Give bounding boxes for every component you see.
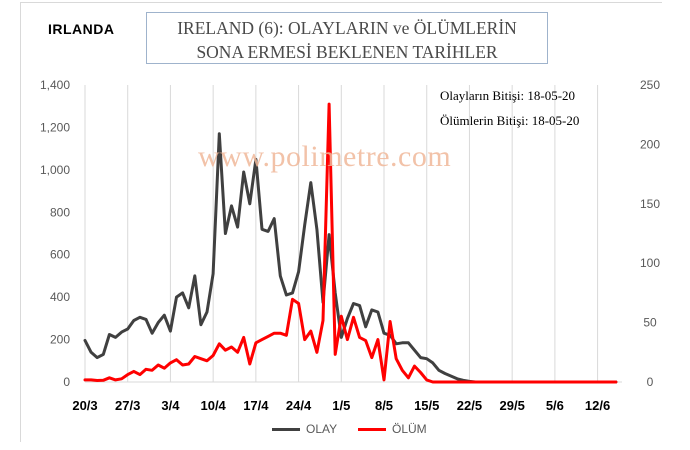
- country-label: IRLANDA: [48, 21, 115, 37]
- x-tick-label: 22/5: [457, 398, 482, 413]
- chart-title-line-1: IRELAND (6): OLAYLARIN ve ÖLÜMLERİN: [177, 18, 517, 38]
- x-tick-label: 3/4: [161, 398, 180, 413]
- chart-title-line-2: SONA ERMESİ BEKLENEN TARİHLER: [196, 42, 498, 62]
- y-left-tick-label: 1,400: [40, 78, 70, 92]
- legend-swatch-deaths: [358, 427, 386, 431]
- cases-end-note: Olayların Bitişi: 18-05-20: [440, 88, 576, 103]
- legend-swatch-cases: [272, 427, 300, 431]
- y-right-tick-label: 250: [640, 78, 660, 92]
- y-right-tick-label: 0: [647, 375, 654, 389]
- chart-title: IRELAND (6): OLAYLARIN ve ÖLÜMLERİN SONA…: [146, 12, 548, 64]
- x-tick-label: 5/6: [546, 398, 564, 413]
- x-tick-label: 15/5: [414, 398, 439, 413]
- y-left-tick-label: 800: [50, 205, 70, 219]
- series-line-deaths: [83, 102, 618, 384]
- legend-label-deaths: ÖLÜM: [392, 422, 427, 436]
- y-left-tick-label: 200: [50, 333, 70, 347]
- y-right-tick-label: 200: [640, 137, 660, 151]
- y-left-tick-label: 1,200: [40, 120, 70, 134]
- x-tick-label: 12/6: [585, 398, 610, 413]
- frame-left-rule: [20, 2, 21, 442]
- watermark-text: www.polimetre.com: [198, 140, 452, 173]
- x-tick-label: 17/4: [243, 398, 269, 413]
- x-tick-label: 29/5: [500, 398, 525, 413]
- legend-item-deaths: ÖLÜM: [358, 422, 427, 436]
- x-tick-label: 27/3: [115, 398, 140, 413]
- x-tick-label: 1/5: [332, 398, 350, 413]
- legend-item-cases: OLAY: [272, 422, 337, 436]
- x-tick-label: 10/4: [200, 398, 226, 413]
- y-right-tick-label: 150: [640, 197, 660, 211]
- x-tick-label: 8/5: [375, 398, 393, 413]
- y-right-tick-label: 100: [640, 256, 660, 270]
- y-left-tick-label: 600: [50, 248, 70, 262]
- legend-label-cases: OLAY: [306, 422, 338, 436]
- y-left-tick-label: 0: [63, 375, 70, 389]
- y-left-tick-label: 400: [50, 290, 70, 304]
- x-tick-label: 20/3: [72, 398, 97, 413]
- frame-top-rule: [20, 2, 662, 3]
- y-right-tick-label: 50: [643, 316, 657, 330]
- x-tick-label: 24/4: [286, 398, 312, 413]
- deaths-end-note: Ölümlerin Bitişi: 18-05-20: [440, 113, 580, 128]
- y-left-tick-label: 1,000: [40, 163, 70, 177]
